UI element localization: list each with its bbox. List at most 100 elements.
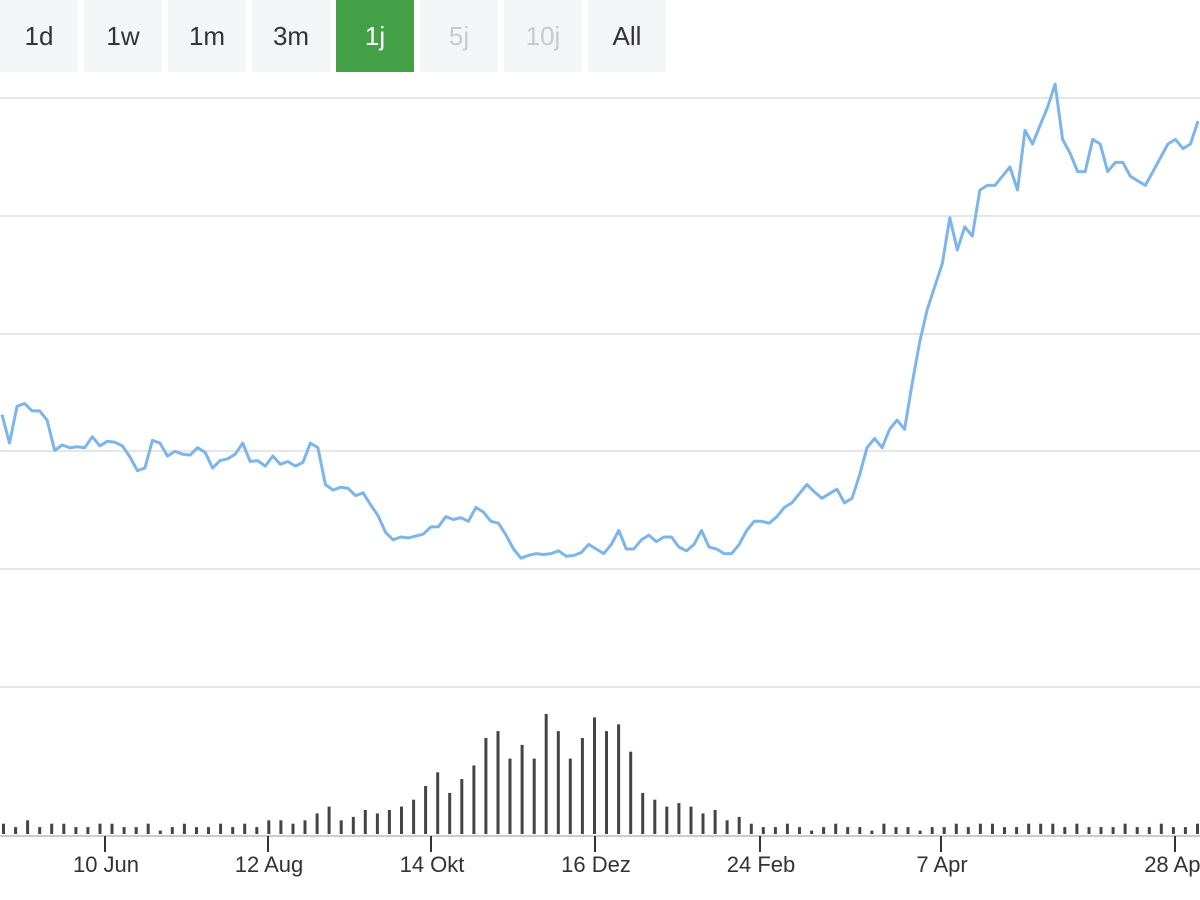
volume-bar (749, 823, 753, 834)
volume-bar (279, 820, 283, 834)
volume-bar (653, 799, 657, 834)
volume-bar (580, 738, 584, 834)
range-button-1j[interactable]: 1j (336, 0, 414, 72)
volume-bar (231, 827, 235, 834)
volume-bar (1003, 827, 1006, 834)
volume-bar (617, 724, 621, 834)
volume-bar (665, 806, 669, 834)
volume-bar (1171, 827, 1175, 834)
x-tick-label: 16 Dez (561, 852, 631, 877)
volume-bar (918, 830, 922, 834)
volume-bar (363, 810, 367, 834)
volume-bar (327, 806, 331, 834)
volume-bar (351, 816, 355, 834)
volume-bar (484, 738, 488, 834)
volume-bar (568, 758, 572, 834)
volume-bar (1075, 823, 1079, 834)
volume-bar (448, 792, 452, 834)
range-button-1w[interactable]: 1w (84, 0, 162, 72)
volume-bar (1159, 823, 1163, 834)
x-tick-label: 12 Aug (235, 852, 304, 877)
volume-bar (62, 823, 66, 834)
range-button-10j: 10j (504, 0, 582, 72)
volume-bar (110, 823, 114, 834)
volume-bar (930, 827, 934, 834)
volume-bar (966, 827, 970, 834)
volume-bar (858, 827, 862, 834)
volume-bar (1087, 827, 1091, 834)
x-tick-label: 10 Jun (73, 852, 139, 877)
volume-bar (424, 786, 428, 834)
volume-bar (641, 792, 645, 834)
volume-bar (991, 823, 994, 834)
volume-bar (195, 827, 198, 834)
volume-bar (810, 830, 814, 834)
volume-bar (98, 823, 102, 834)
volume-bar (773, 827, 777, 834)
volume-bar (243, 823, 247, 834)
volume-bar (303, 820, 307, 834)
volume-bar (978, 823, 982, 834)
volume-bar (74, 827, 78, 834)
volume-bar (1123, 823, 1127, 834)
volume-bar (1111, 827, 1115, 834)
volume-bar (134, 827, 138, 834)
volume-bar (375, 813, 379, 834)
range-button-1d[interactable]: 1d (0, 0, 78, 72)
volume-bar (701, 813, 705, 834)
volume-bar (593, 717, 596, 834)
volume-bar (122, 827, 126, 834)
volume-bar (1039, 823, 1043, 834)
volume-bar (2, 823, 5, 834)
x-tick-label: 28 Apr (1144, 852, 1200, 877)
price-line (0, 82, 1200, 560)
volume-bar (894, 827, 898, 834)
volume-bar (544, 714, 548, 834)
volume-bar (182, 823, 186, 834)
volume-bar (1099, 827, 1103, 834)
volume-bar (86, 827, 90, 834)
chart-grid (0, 97, 1200, 688)
volume-bar (556, 731, 560, 834)
volume-bar (170, 827, 174, 834)
volume-bar (1135, 827, 1139, 834)
volume-bar (737, 816, 741, 834)
range-selector: 1d 1w 1m 3m 1j 5j 10j All (0, 0, 672, 72)
volume-bar (472, 765, 476, 834)
volume-bar (291, 823, 295, 834)
volume-bar (158, 830, 162, 834)
volume-bar (412, 799, 416, 834)
volume-bar (219, 823, 223, 834)
volume-bar (315, 813, 319, 834)
volume-bar (846, 827, 850, 834)
price-series-line (0, 82, 1200, 560)
range-button-1m[interactable]: 1m (168, 0, 246, 72)
volume-bar (1196, 823, 1199, 834)
volume-bar (725, 820, 729, 834)
volume-bar (942, 827, 946, 834)
volume-bar (1063, 827, 1067, 834)
volume-bar (1051, 823, 1055, 834)
volume-bar (508, 758, 512, 834)
volume-bar (532, 758, 536, 834)
range-button-5j: 5j (420, 0, 498, 72)
range-button-3m[interactable]: 3m (252, 0, 330, 72)
volume-bar (14, 827, 18, 834)
volume-bar (146, 823, 150, 834)
volume-bar (460, 779, 464, 834)
volume-bar (387, 810, 391, 834)
range-button-all[interactable]: All (588, 0, 666, 72)
volume-bar (1015, 827, 1019, 834)
volume-bar (713, 810, 717, 834)
x-tick-label: 7 Apr (916, 852, 967, 877)
volume-bar (38, 827, 42, 834)
volume-bar (605, 731, 608, 834)
volume-bar (1147, 827, 1151, 834)
volume-bar (822, 827, 826, 834)
volume-bar (496, 731, 500, 834)
volume-bar (436, 772, 440, 834)
volume-bar (882, 823, 886, 834)
volume-bar (255, 827, 259, 834)
volume-bar (50, 823, 54, 834)
